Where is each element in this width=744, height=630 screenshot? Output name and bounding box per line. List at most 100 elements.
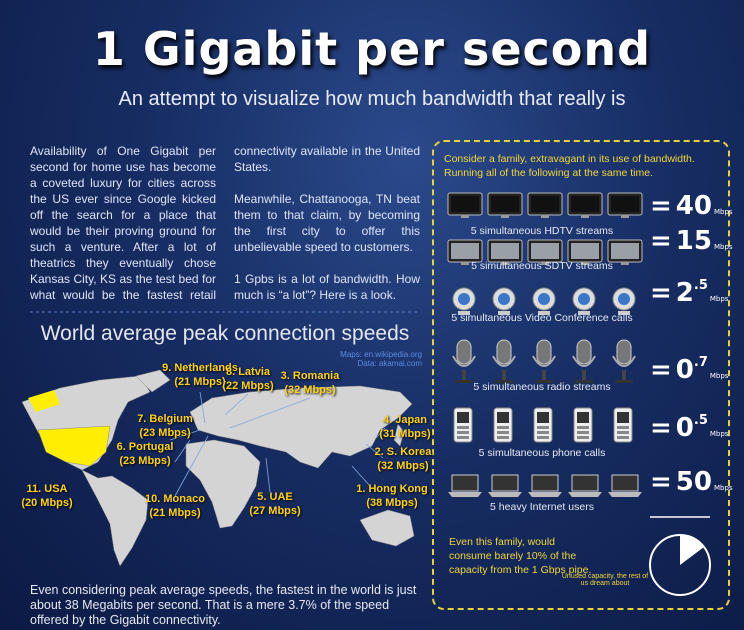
icon xyxy=(608,474,642,497)
country-speed: (32 Mbps) xyxy=(377,460,429,472)
unit: Mbps xyxy=(709,430,729,438)
icon xyxy=(487,239,523,265)
icon-part xyxy=(538,293,550,305)
icon-part xyxy=(497,412,509,423)
icon-part xyxy=(461,262,469,265)
unit: Mbps xyxy=(713,243,733,251)
icon-part xyxy=(616,339,632,365)
paragraph: Meanwhile, Chattanooga, TN beat them to … xyxy=(234,192,420,254)
country-speed: (20 Mbps) xyxy=(21,497,73,509)
icon-part xyxy=(532,355,556,367)
country-speed: (27 Mbps) xyxy=(249,505,301,517)
country-name: 9. Netherlands xyxy=(162,362,238,374)
icon xyxy=(452,339,476,383)
country-speed: (32 Mbps) xyxy=(284,384,336,396)
icon xyxy=(493,407,513,443)
value: 15 xyxy=(675,226,712,256)
icon-part xyxy=(577,412,589,423)
intro: Availability of One Gigabit per second f… xyxy=(30,143,420,311)
country-name: 3. Romania xyxy=(280,370,340,382)
icon-part xyxy=(581,215,589,218)
country-speed: (23 Mbps) xyxy=(119,455,171,467)
icon-part xyxy=(611,243,639,259)
equals: = xyxy=(650,413,672,443)
icon-part xyxy=(496,339,512,365)
icon-part xyxy=(578,311,590,315)
icon-part xyxy=(498,293,510,305)
country-speed: (22 Mbps) xyxy=(222,380,274,392)
paragraph: Availability of One Gigabit per second f… xyxy=(30,144,420,302)
icon xyxy=(612,287,636,315)
country-name: 6. Portugal xyxy=(116,441,174,453)
icon-part xyxy=(542,370,546,380)
icon-part xyxy=(608,492,642,497)
country-speed: (31 Mbps) xyxy=(379,428,431,440)
row-value: = 15 Mbps xyxy=(650,226,733,256)
icon-part xyxy=(455,380,473,383)
country-name: 1. Hong Kong xyxy=(356,483,428,495)
equals: = xyxy=(650,191,672,221)
unit: Mbps xyxy=(709,295,729,303)
icon xyxy=(567,239,603,265)
icon-part xyxy=(498,311,510,315)
fraction: .5 xyxy=(693,413,708,428)
icon-part xyxy=(577,426,589,429)
icon-part xyxy=(495,380,513,383)
icon-part xyxy=(451,196,479,212)
icon-part xyxy=(618,311,630,315)
row-value: = 40 Mbps xyxy=(650,191,733,221)
icon-part xyxy=(617,431,629,434)
equals: = xyxy=(650,226,672,256)
icon-part xyxy=(448,492,482,497)
icon xyxy=(612,339,636,383)
row-value: = 0.5Mbps xyxy=(650,413,728,443)
country-name: 7. Belgium xyxy=(137,413,193,425)
used-capacity-wedge xyxy=(680,535,704,565)
country-name: 4. Japan xyxy=(382,414,428,426)
equals: = xyxy=(650,467,672,497)
icon-part xyxy=(568,492,602,497)
icon xyxy=(613,407,633,443)
icon-part xyxy=(617,436,629,439)
value: 50 xyxy=(675,467,712,497)
icon-part xyxy=(457,431,469,434)
country-name: 5. UAE xyxy=(257,491,293,503)
icon-part xyxy=(572,355,596,367)
credit: Data: akamai.com xyxy=(357,359,422,368)
credit: Maps: en.wikipedia.org xyxy=(340,350,422,359)
icon xyxy=(533,407,553,443)
icon-part xyxy=(621,215,629,218)
icon xyxy=(447,239,483,265)
icon xyxy=(488,474,522,497)
icon-part xyxy=(537,412,549,423)
icon-part xyxy=(541,262,549,265)
icon-part xyxy=(497,431,509,434)
icon-part xyxy=(501,215,509,218)
icon-part xyxy=(578,293,590,305)
equals: = xyxy=(650,278,672,308)
icon xyxy=(448,474,482,497)
icon-part xyxy=(538,311,550,315)
icon-part xyxy=(461,215,469,218)
icon-part xyxy=(611,196,639,212)
country-speed: (21 Mbps) xyxy=(149,507,201,519)
icon-part xyxy=(491,196,519,212)
panel-intro: Consider a family, extravagant in its us… xyxy=(444,153,695,179)
icon-part xyxy=(531,243,559,259)
icon-part xyxy=(492,355,516,367)
icon-part xyxy=(497,436,509,439)
panel-note: Even this family, would consume barely 1… xyxy=(449,536,592,576)
panel xyxy=(432,140,730,610)
icon-part xyxy=(622,370,626,380)
row-caption: 5 simultaneous SDTV streams xyxy=(471,260,613,272)
icon-part xyxy=(537,426,549,429)
icon-part xyxy=(528,492,562,497)
icon-part xyxy=(537,436,549,439)
icon-part xyxy=(571,243,599,259)
icon-part xyxy=(462,370,466,380)
icon-part xyxy=(531,474,559,492)
fraction: .7 xyxy=(693,355,708,370)
row-caption: 5 simultaneous phone calls xyxy=(478,447,606,459)
